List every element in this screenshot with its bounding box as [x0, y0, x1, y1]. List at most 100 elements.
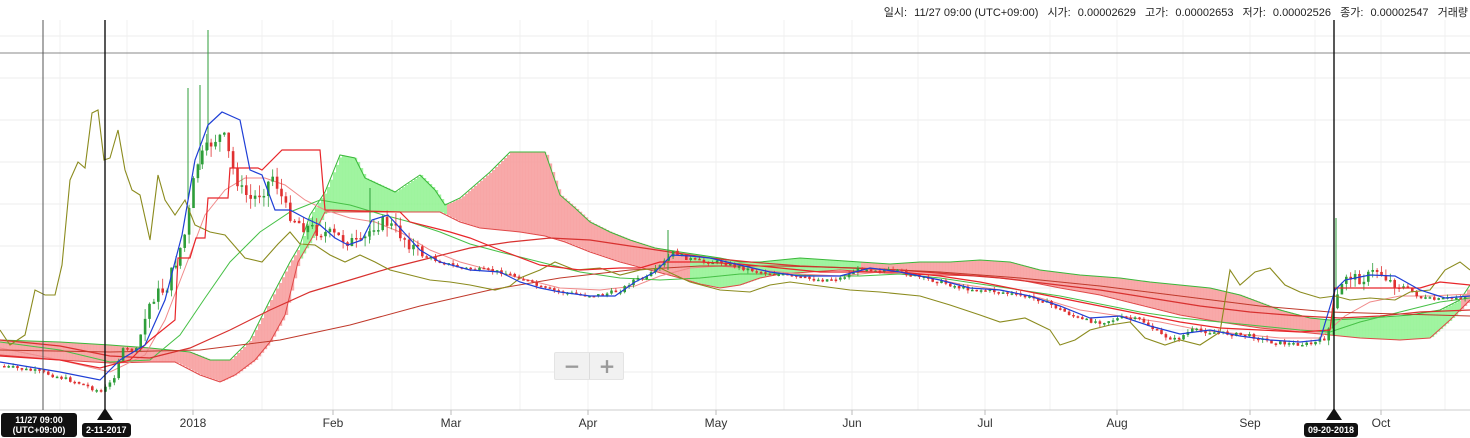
candle-body [20, 368, 24, 370]
range-end-handle[interactable] [1326, 408, 1342, 420]
candle-body [1103, 323, 1106, 325]
cloud-slice [543, 152, 547, 236]
candle-body [1081, 317, 1084, 320]
cloud-slice [780, 260, 784, 274]
candle-body [1063, 308, 1066, 312]
candle-body [1023, 295, 1027, 298]
high-label: 고가: [1144, 7, 1169, 19]
candle-body [896, 269, 899, 272]
zoom-in-button[interactable]: + [589, 353, 624, 379]
candle-body [1085, 318, 1088, 321]
cloud-slice [426, 181, 430, 212]
cloud-slice [1005, 261, 1009, 279]
candle-body [1125, 316, 1128, 318]
candle-body [1076, 316, 1080, 318]
cloud-slice [768, 261, 772, 277]
cloud-slice [393, 191, 397, 212]
candle-body [73, 381, 76, 384]
cloud-slice [246, 344, 250, 367]
cloud-slice [918, 262, 922, 275]
cloud-slice [429, 184, 433, 212]
cloud-slice [810, 258, 814, 272]
cloud-slice [1401, 315, 1405, 340]
candle-body [1353, 273, 1357, 280]
cloud-slice [849, 261, 853, 271]
candle-body [909, 275, 912, 277]
cloud-slice [234, 356, 238, 376]
candle-body [1037, 298, 1040, 302]
cloud-slice [423, 178, 427, 212]
cloud-slice [843, 260, 847, 271]
cloud-slice [630, 240, 634, 265]
cloud-slice [1194, 286, 1198, 318]
cloud-slice [450, 202, 454, 217]
cloud-slice [1191, 286, 1195, 317]
x-tick-label: May [705, 416, 728, 430]
candle-body [209, 142, 213, 147]
cloud-slice [828, 259, 832, 271]
candle-body [874, 270, 877, 273]
cloud-slice [783, 259, 787, 274]
cloud-slice [276, 288, 280, 332]
range-start-handle[interactable] [97, 408, 113, 420]
candle-body [781, 273, 785, 276]
cloud-slice [369, 179, 373, 212]
cloud-slice [441, 199, 445, 213]
cloud-slice [975, 260, 979, 276]
candle-body [984, 290, 987, 292]
candle-body [337, 232, 340, 236]
candle-body [192, 178, 195, 209]
cloud-slice [1275, 308, 1279, 330]
cloud-slice [834, 260, 838, 271]
cloud-slice [576, 208, 580, 247]
candle-body [605, 293, 609, 296]
cloud-slice [1077, 274, 1081, 291]
candle-body [755, 271, 758, 273]
candle-body [86, 384, 90, 387]
candle-body [993, 289, 996, 293]
cloud-slice [546, 154, 550, 237]
candle-body [214, 141, 217, 147]
candle-body [711, 262, 714, 265]
candle-body [33, 369, 37, 371]
cloud-slice [819, 259, 823, 272]
candle-body [495, 270, 499, 272]
zoom-out-button[interactable]: − [563, 354, 581, 378]
candle-body [614, 290, 618, 293]
candle-body [240, 185, 244, 187]
cloud-slice [48, 341, 52, 359]
candle-body [174, 265, 178, 268]
cloud-slice [198, 355, 202, 374]
cloud-slice [1125, 278, 1129, 302]
cloud-slice [1038, 269, 1042, 284]
candle-body [900, 269, 904, 272]
candle-body [935, 281, 939, 284]
cloud-slice [0, 340, 4, 355]
crosshair-time-line2: (UTC+09:00) [12, 425, 66, 435]
cloud-slice [999, 261, 1003, 278]
cloud-slice [912, 262, 916, 275]
cloud-slice [1302, 315, 1306, 333]
cloud-slice [264, 312, 268, 350]
cloud-slice [477, 183, 481, 228]
cloud-slice [84, 343, 88, 362]
candle-body [271, 176, 274, 182]
candle-body [42, 370, 46, 372]
cloud-slice [1068, 273, 1072, 290]
candle-body [1094, 321, 1097, 323]
candle-body [201, 150, 204, 165]
cloud-slice [813, 258, 817, 272]
cloud-slice [537, 152, 541, 235]
cloud-slice [735, 261, 739, 286]
cloud-slice [1002, 261, 1006, 279]
cloud-slice [987, 260, 991, 277]
candle-body [425, 256, 428, 258]
candle-body [183, 234, 186, 248]
candle-body [227, 132, 230, 152]
candle-body [1160, 329, 1163, 335]
cloud-slice [75, 342, 79, 361]
cloud-slice [906, 262, 910, 275]
candle-body [834, 279, 838, 282]
